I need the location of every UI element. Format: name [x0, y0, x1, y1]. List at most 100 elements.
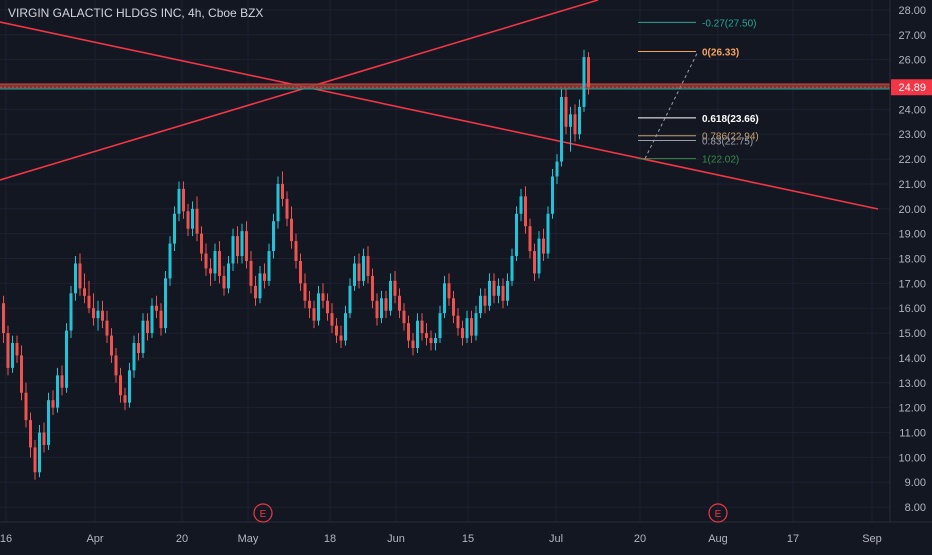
candle-body — [164, 278, 167, 329]
candle — [119, 367, 122, 403]
candle — [294, 233, 298, 269]
candle-body — [326, 300, 329, 314]
candle — [204, 243, 208, 276]
candle — [560, 89, 563, 167]
fib-connector — [644, 51, 699, 159]
candle — [488, 273, 491, 311]
candle — [474, 305, 478, 341]
candle — [339, 325, 343, 348]
candle — [416, 313, 419, 353]
candle — [42, 422, 46, 453]
candle — [200, 226, 203, 261]
candle — [573, 104, 577, 142]
candle-body — [56, 375, 59, 408]
candle-body — [411, 340, 415, 348]
candle-body — [303, 283, 307, 301]
candle-body — [447, 283, 451, 299]
candle — [24, 382, 28, 428]
earnings-marker[interactable]: E — [708, 503, 728, 523]
candle-body — [506, 280, 509, 301]
price-tick-label: 22.00 — [898, 154, 926, 166]
candle-body — [564, 96, 568, 127]
candle-body — [470, 318, 473, 336]
price-tick-label: 14.00 — [898, 353, 926, 365]
candle — [317, 285, 320, 326]
trendline-2[interactable] — [0, 0, 599, 181]
last-price-tag[interactable] — [891, 79, 932, 96]
candle-body — [578, 106, 581, 135]
price-tick-label: 10.00 — [898, 452, 926, 464]
candle — [524, 186, 527, 234]
candle-body — [263, 273, 266, 281]
candle — [83, 273, 86, 304]
candle-body — [569, 114, 572, 127]
fibonacci-retracement[interactable]: -0.27(27.50) 0(26.33) 0.618(23.66) 0.786(22… — [638, 18, 759, 166]
candle — [344, 305, 347, 346]
trendline-1[interactable] — [0, 21, 879, 210]
candle-body — [375, 300, 379, 319]
support-band-fill[interactable] — [0, 84, 890, 89]
candle — [578, 99, 581, 140]
candle-body — [20, 355, 23, 393]
fib-level-label: -0.27(27.50) — [702, 18, 756, 29]
candle-body — [519, 196, 523, 214]
candle-body — [47, 400, 50, 445]
candles — [2, 49, 590, 480]
candle-body — [60, 375, 64, 388]
support-band[interactable] — [0, 83, 890, 90]
candle — [465, 310, 469, 344]
time-axis[interactable]: 16 Apr 20 May 18 Jun 15 Jul 20 Aug 17 Sep — [0, 521, 932, 545]
trendlines[interactable] — [0, 0, 879, 210]
time-tick-label: 18 — [324, 533, 336, 545]
candle-body — [321, 293, 325, 301]
candle — [506, 273, 509, 306]
candle — [20, 345, 23, 401]
candle — [375, 293, 379, 326]
candle-body — [497, 285, 500, 296]
earnings-marker[interactable]: E — [253, 503, 273, 523]
candle-body — [249, 261, 253, 286]
candle-body — [24, 392, 28, 421]
price-axis[interactable]: 28.0027.0026.0025.0024.0023.0022.0021.00… — [889, 0, 932, 522]
fib-level-label: 0.83(22.75) — [702, 136, 753, 147]
candle — [236, 226, 239, 264]
candle-body — [245, 231, 248, 261]
time-tick-label: 15 — [462, 533, 474, 545]
candle — [56, 367, 59, 413]
candle-body — [272, 221, 275, 252]
time-tick-label: 16 — [0, 533, 12, 545]
candle — [371, 268, 374, 309]
price-tick-label: 28.00 — [898, 5, 926, 17]
candle — [308, 290, 311, 319]
candle-body — [281, 183, 284, 199]
candle — [92, 293, 95, 326]
time-tick-label: 20 — [176, 533, 188, 545]
candle-body — [348, 285, 352, 314]
chart-title: VIRGIN GALACTIC HLDGS INC, 4h, Cboe BZX — [8, 6, 264, 20]
candle — [447, 273, 451, 306]
candle-body — [393, 280, 397, 296]
candle-body — [587, 57, 590, 88]
candle-body — [335, 325, 338, 336]
price-tick-label: 19.00 — [898, 229, 926, 241]
time-tick-label: Jul — [549, 533, 563, 545]
candle — [65, 323, 68, 393]
price-tick-label: 18.00 — [898, 254, 926, 266]
candle-body — [524, 196, 527, 227]
candle — [555, 154, 559, 184]
candle-body — [339, 335, 343, 341]
candle-body — [51, 400, 55, 408]
price-tick-label: 16.00 — [898, 303, 926, 315]
candle — [411, 333, 415, 356]
time-tick-label: Aug — [708, 533, 728, 545]
candle-body — [2, 303, 5, 334]
candle-body — [141, 320, 145, 353]
earnings-label: E — [715, 509, 722, 520]
candle — [87, 280, 91, 314]
candle — [290, 206, 293, 249]
candle — [357, 253, 361, 289]
price-tick-label: 24.00 — [898, 104, 926, 116]
